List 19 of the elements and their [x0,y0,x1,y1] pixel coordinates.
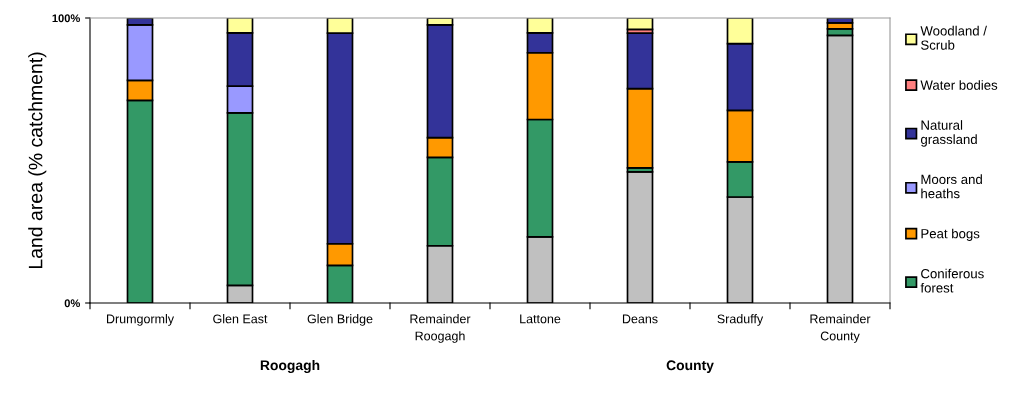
y-axis-title: Land area (% catchment) [28,52,47,269]
legend-label: Water bodies [920,80,998,90]
legend-label: Peat bogs [921,228,980,241]
legend-label: Natural grassland [920,120,977,147]
legend-label: Moors and heaths [921,174,982,199]
text: County [666,360,714,373]
x-tick-label: Remainder Roogagh [410,314,471,343]
x-tick-label: Sraduffy [717,314,764,326]
y-tick-label: 100% [52,14,80,23]
x-tick-label: Remainder County [810,314,871,343]
x-tick-label: Lattone [520,314,561,324]
legend-label: Coniferous forest [920,268,984,293]
text: Roogagh [260,360,320,374]
legend-label: Woodland / Scrub [920,25,987,50]
x-tick-label: Glen Bridge [307,314,373,326]
x-tick-label: Drumgormly [107,314,175,326]
x-tick-label: Glen East [213,314,268,324]
y-tick-label: 0% [64,299,80,308]
x-tick-label: Deans [622,314,658,324]
